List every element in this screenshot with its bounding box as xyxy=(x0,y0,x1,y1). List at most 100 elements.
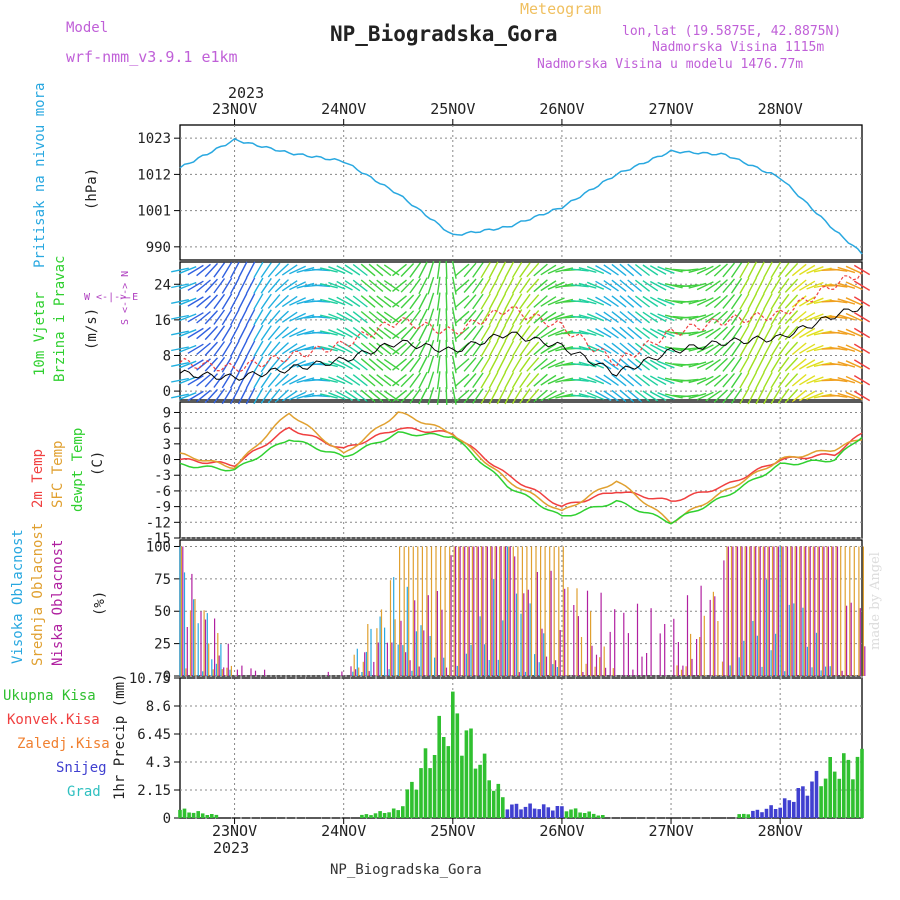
wind-barb xyxy=(360,373,376,387)
wind-barb xyxy=(204,262,219,278)
wind-barb xyxy=(799,343,816,354)
wind-barb xyxy=(260,372,272,389)
wind-barb xyxy=(578,377,597,384)
wind-barb xyxy=(511,356,523,373)
precip-legend-4: Grad xyxy=(67,784,101,800)
wind-barb xyxy=(603,295,619,308)
pressure-unit: (hPa) xyxy=(84,168,100,210)
precip-bar xyxy=(460,755,464,818)
xtick-label-top: 28NOV xyxy=(758,100,803,118)
wind-barb xyxy=(368,263,384,277)
panel-frame-wind xyxy=(179,261,863,401)
wind-barb xyxy=(376,326,392,340)
wind-barb xyxy=(739,324,750,342)
ytick-label-temperature: 3 xyxy=(163,437,171,453)
wind-barb xyxy=(634,374,651,387)
wind-barb xyxy=(519,277,531,294)
wind-barb xyxy=(806,297,824,306)
wind-barb xyxy=(649,265,667,275)
wind-barb xyxy=(784,388,799,404)
wind-barb xyxy=(336,343,353,354)
wind-barb xyxy=(777,356,790,373)
wind-barb xyxy=(747,261,758,279)
wind-barb xyxy=(344,390,361,402)
ytick-label-cloud: 75 xyxy=(154,572,171,588)
wind-barb xyxy=(196,342,211,356)
wind-barb xyxy=(595,280,612,291)
wind-barb xyxy=(360,279,376,293)
wind-barb xyxy=(274,326,289,340)
wind-barb xyxy=(688,282,707,289)
wind-barb xyxy=(586,265,605,275)
wind-barb xyxy=(204,325,219,341)
ytick-label-pressure: 990 xyxy=(146,240,171,256)
wind-barb xyxy=(799,280,816,291)
precip-bar xyxy=(578,812,582,818)
wind-barb xyxy=(436,292,441,311)
wind-barb xyxy=(253,277,264,294)
wind-barb xyxy=(837,298,856,305)
wind-barb xyxy=(171,346,189,352)
wind-barb xyxy=(480,372,491,389)
precip-bar xyxy=(801,786,805,818)
wind-barb xyxy=(763,324,773,342)
wind-barb xyxy=(519,309,531,326)
precip-bar xyxy=(451,691,455,818)
precip-bar xyxy=(551,810,555,818)
precip-bar xyxy=(214,814,219,818)
wind-barb xyxy=(171,267,189,273)
wind-barb xyxy=(722,372,736,388)
ytick-label-temperature: 6 xyxy=(163,421,171,437)
wind-barb xyxy=(221,372,233,389)
wind-barb xyxy=(763,387,773,405)
wind-barb xyxy=(595,359,612,370)
footer-station: NP_Biogradska_Gora xyxy=(330,862,482,878)
xtick-label-bottom: 27NOV xyxy=(648,822,693,840)
wind-barb xyxy=(344,343,361,355)
wind-barb xyxy=(409,309,422,325)
pressure-line xyxy=(179,137,863,255)
wind-barb xyxy=(526,262,540,278)
cloud-label-low: Niska Oblacnost xyxy=(50,540,66,666)
wind-barb xyxy=(229,293,240,310)
wind-barb xyxy=(829,346,848,351)
wind-barb xyxy=(649,280,667,291)
wind-barb xyxy=(451,276,457,295)
wind-barb xyxy=(289,344,306,354)
wind-barb xyxy=(739,309,750,326)
wind-barb xyxy=(418,356,428,373)
wind-barb xyxy=(463,388,477,404)
wind-barb xyxy=(336,296,353,307)
wind-barb xyxy=(480,324,491,342)
wind-barb xyxy=(472,277,484,294)
wind-barb xyxy=(853,280,871,291)
wind-barb xyxy=(383,295,400,308)
wind-barb xyxy=(409,278,422,294)
wind-barb xyxy=(237,308,248,326)
wind-barb xyxy=(245,324,256,342)
wind-barb xyxy=(400,357,415,372)
wind-barb xyxy=(472,262,484,278)
precip-legend-3: Snijeg xyxy=(56,760,107,776)
wind-barb xyxy=(837,329,856,337)
wind-barb xyxy=(627,295,643,308)
ytick-label-pressure: 1001 xyxy=(137,204,171,220)
precip-bar xyxy=(582,813,587,818)
precip-bar xyxy=(428,768,432,818)
precip-bar xyxy=(569,809,573,818)
wind-barb xyxy=(296,314,315,321)
cloud-label-high: Visoka Oblacnost xyxy=(10,529,26,664)
wind-barb xyxy=(229,261,240,279)
wind-barb xyxy=(445,308,448,327)
wind-barb xyxy=(409,293,422,310)
wind-barb xyxy=(213,293,226,310)
wind-barb xyxy=(611,279,627,292)
precip-bar xyxy=(473,768,478,818)
wind-barb xyxy=(253,356,264,373)
wind-barb xyxy=(436,355,441,374)
wind-barb xyxy=(267,388,281,404)
wind-barb xyxy=(806,344,824,353)
precip-bar xyxy=(373,813,378,818)
wind-barb xyxy=(784,341,799,356)
